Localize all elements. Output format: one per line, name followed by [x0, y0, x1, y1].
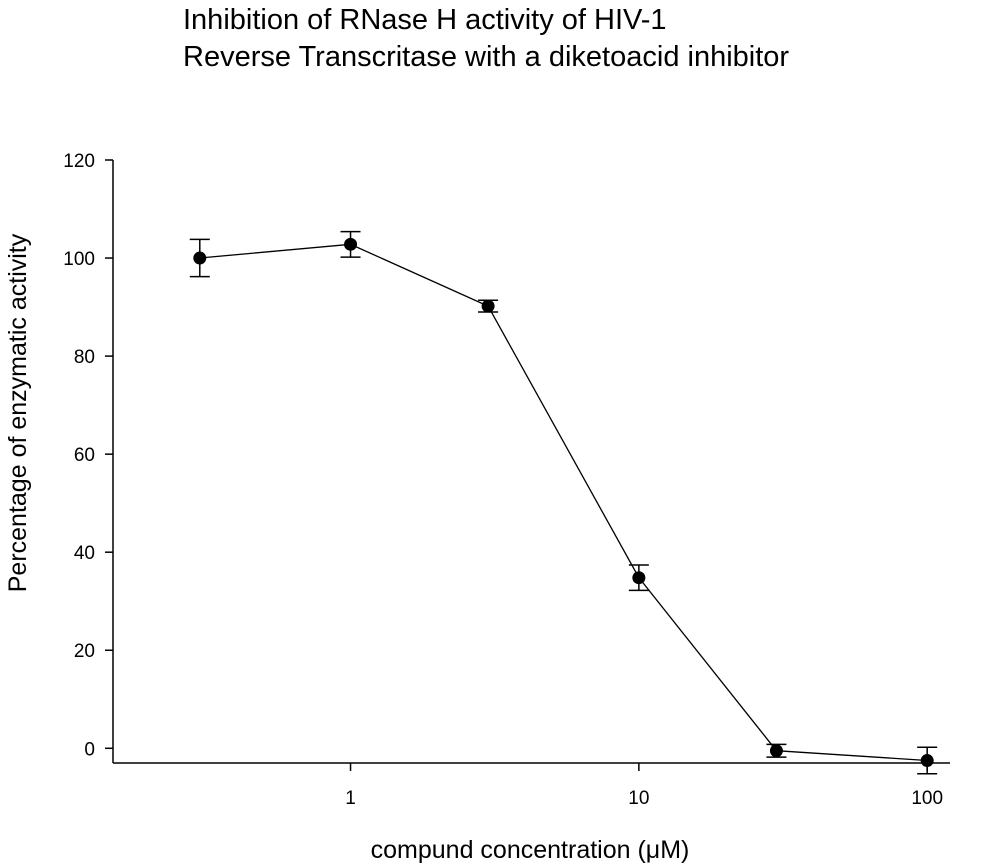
y-tick-label: 40 — [74, 543, 95, 564]
y-tick-label: 120 — [63, 151, 95, 172]
y-tick-label: 0 — [84, 739, 95, 760]
data-point — [920, 754, 934, 768]
x-tick-label: 100 — [911, 788, 943, 809]
data-point — [481, 299, 495, 313]
y-axis-label: Percentage of enzymatic activity — [4, 233, 32, 592]
x-tick-label: 10 — [628, 788, 649, 809]
y-tick-label: 60 — [74, 445, 95, 466]
y-tick-label: 100 — [63, 249, 95, 270]
data-point — [632, 571, 646, 585]
data-point — [193, 251, 207, 265]
x-tick-label: 1 — [345, 788, 356, 809]
series-line — [199, 243, 928, 762]
x-axis-label: compund concentration (μM) — [371, 836, 690, 864]
data-point — [344, 237, 358, 251]
data-point — [769, 744, 783, 758]
chart-title-line-2: Reverse Transcritase with a diketoacid i… — [183, 41, 789, 73]
x-axis-ticks: 1 10 100 — [345, 763, 943, 809]
data-series — [189, 230, 938, 775]
chart-title-line-1: Inhibition of RNase H activity of HIV-1 — [183, 4, 667, 36]
y-axis-ticks: 0 20 40 60 80 100 120 — [63, 151, 113, 760]
y-tick-label: 20 — [74, 641, 95, 662]
y-tick-label: 80 — [74, 347, 95, 368]
